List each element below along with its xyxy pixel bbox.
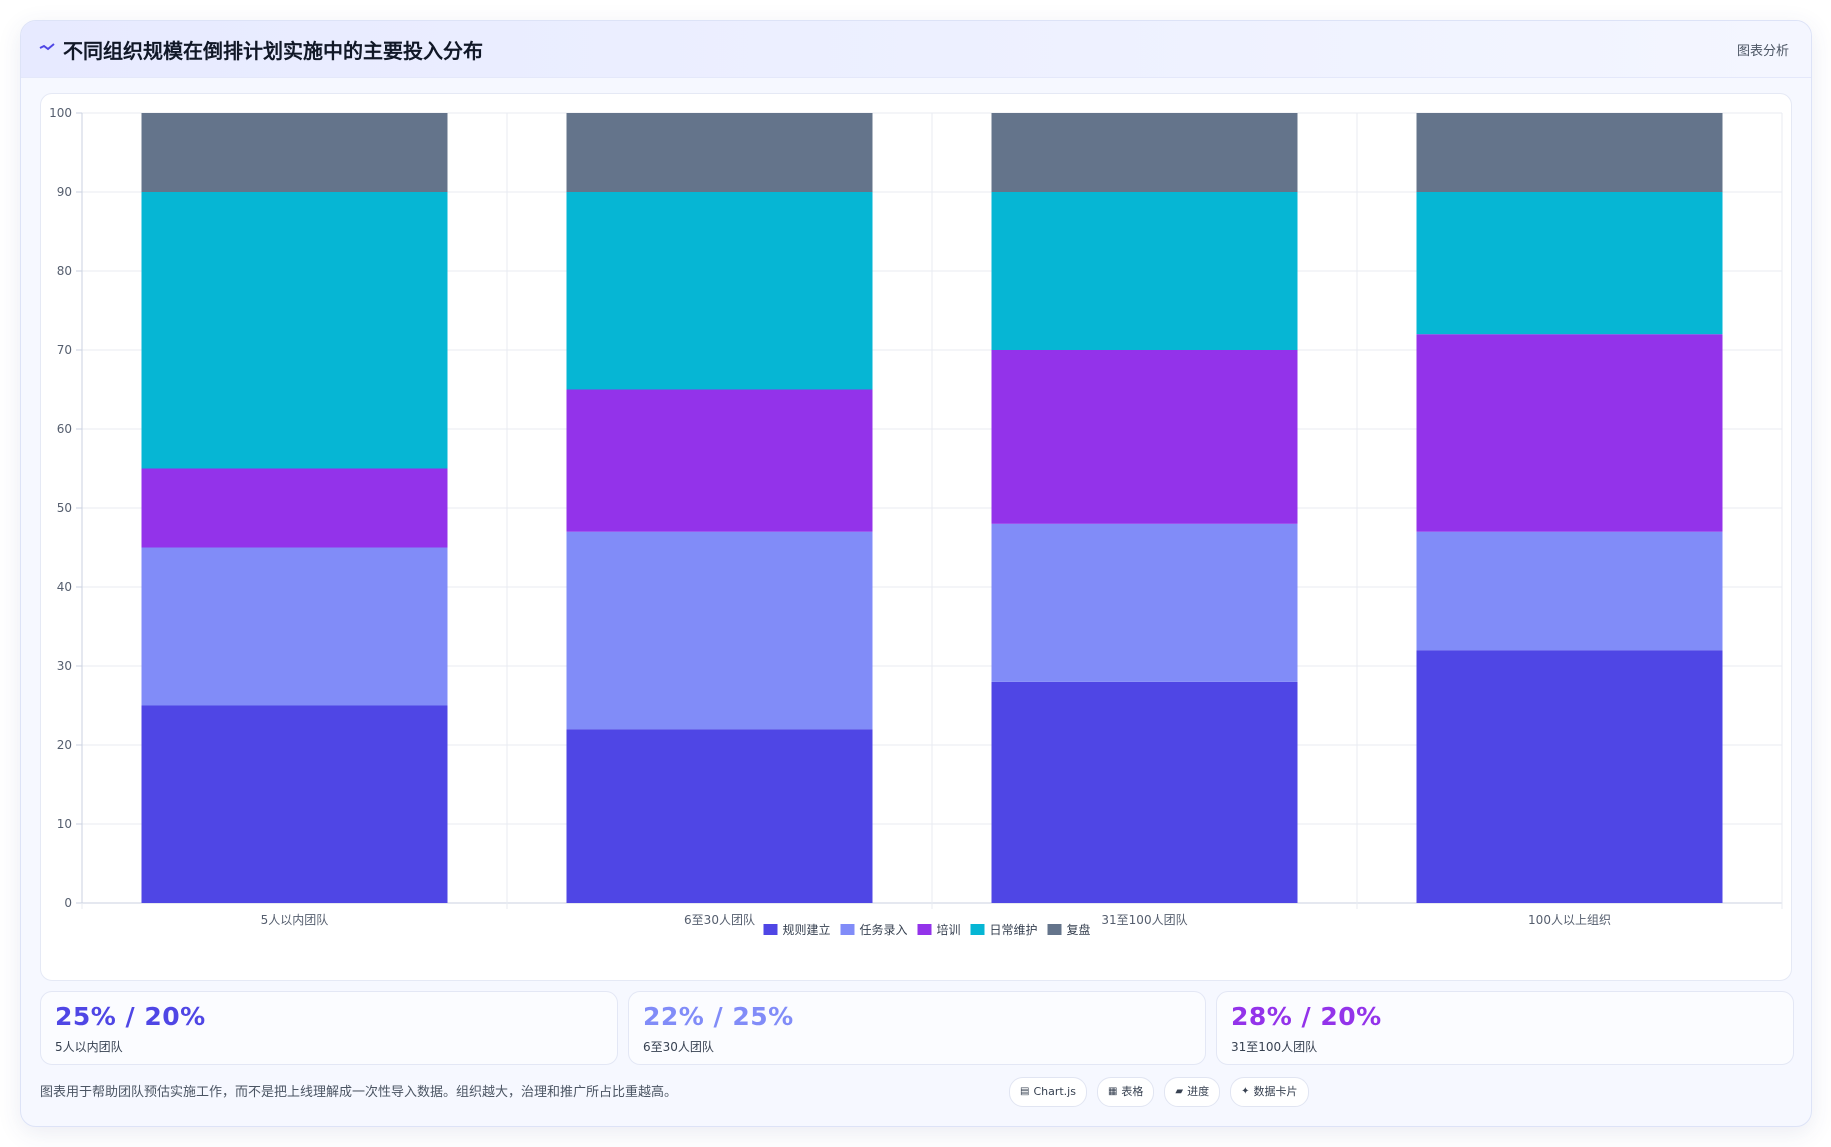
y-tick-label: 0 bbox=[64, 896, 72, 910]
bar-segment bbox=[141, 113, 448, 192]
bar-segment bbox=[566, 389, 873, 532]
y-tick-label: 30 bbox=[57, 659, 72, 673]
chart-line-icon bbox=[39, 39, 55, 55]
bar-segment bbox=[1416, 113, 1723, 192]
bar-segment bbox=[991, 192, 1298, 350]
bar-segment bbox=[1416, 531, 1723, 651]
bar-segment bbox=[1416, 192, 1723, 335]
bar-segment bbox=[1416, 650, 1723, 903]
bar-segment bbox=[991, 350, 1298, 524]
bar-segment bbox=[991, 681, 1298, 903]
legend-label: 日常维护 bbox=[990, 923, 1038, 937]
progress-icon: ▰ bbox=[1175, 1086, 1184, 1097]
bar-segment bbox=[991, 113, 1298, 192]
bar-segment bbox=[566, 531, 873, 730]
stat-value: 25% / 20% bbox=[55, 1002, 206, 1031]
stat-card-2: 22% / 25% 6至30人团队 bbox=[628, 991, 1206, 1065]
chart-card: 不同组织规模在倒排计划实施中的主要投入分布 图表分析 0 10 20 30 40 50 60… bbox=[20, 20, 1812, 1127]
y-tick-label: 70 bbox=[57, 343, 72, 357]
legend-label: 培训 bbox=[937, 922, 961, 937]
x-tick-label: 100人以上组织 bbox=[1528, 913, 1611, 927]
stat-value: 28% / 20% bbox=[1231, 1002, 1382, 1031]
stat-label: 6至30人团队 bbox=[643, 1040, 714, 1054]
tag-label: 进度 bbox=[1187, 1085, 1210, 1098]
x-tick-label: 31至100人团队 bbox=[1101, 912, 1187, 927]
bar-segment bbox=[141, 192, 448, 469]
tag-label: Chart.js bbox=[1033, 1085, 1076, 1098]
stacked-bar-chart: 0 10 20 30 40 50 60 70 80 90 100 5人以内团队 6至30人团队 31至10… bbox=[49, 106, 1783, 937]
stat-label: 5人以内团队 bbox=[55, 1040, 123, 1054]
tag-bar: ▤ Chart.js ▦ 表格 ▰ 进度 ✦ 数据卡片 bbox=[1009, 1077, 1309, 1107]
bar-segment bbox=[1416, 334, 1723, 532]
tag-data-card[interactable]: ✦ 数据卡片 bbox=[1230, 1077, 1309, 1107]
tag-chartjs[interactable]: ▤ Chart.js bbox=[1009, 1077, 1087, 1107]
y-tick-label: 100 bbox=[49, 106, 72, 120]
tag-label: 表格 bbox=[1121, 1085, 1144, 1098]
y-tick-label: 10 bbox=[57, 817, 72, 831]
tag-label: 数据卡片 bbox=[1253, 1085, 1298, 1098]
bar-segment bbox=[991, 523, 1298, 682]
stat-card-3: 28% / 20% 31至100人团队 bbox=[1216, 991, 1794, 1065]
tag-progress[interactable]: ▰ 进度 bbox=[1164, 1077, 1221, 1107]
y-tick-label: 90 bbox=[57, 185, 72, 199]
legend-swatch bbox=[970, 924, 985, 935]
bar-segment bbox=[141, 705, 448, 903]
legend-label: 规则建立 bbox=[783, 922, 831, 937]
legend-swatch bbox=[840, 924, 855, 935]
chart-footnote: 图表用于帮助团队预估实施工作，而不是把上线理解成一次性导入数据。组织越大，治理和… bbox=[40, 1085, 678, 1100]
bar-segment bbox=[566, 729, 873, 903]
y-tick-label: 50 bbox=[57, 501, 72, 515]
bar-segment bbox=[141, 547, 448, 706]
legend-label: 任务录入 bbox=[860, 922, 908, 937]
stat-value: 22% / 25% bbox=[643, 1002, 794, 1031]
x-tick-label: 6至30人团队 bbox=[684, 912, 755, 927]
legend-swatch bbox=[1047, 924, 1062, 935]
legend-swatch bbox=[763, 924, 778, 935]
chart-icon: ▤ bbox=[1020, 1086, 1030, 1097]
y-tick-label: 20 bbox=[57, 738, 72, 752]
stat-label: 31至100人团队 bbox=[1231, 1040, 1318, 1054]
stat-card-1: 25% / 20% 5人以内团队 bbox=[40, 991, 618, 1065]
bar-segment bbox=[141, 468, 448, 548]
legend-swatch bbox=[917, 924, 932, 935]
page-title: 不同组织规模在倒排计划实施中的主要投入分布 bbox=[63, 39, 483, 63]
table-icon: ▦ bbox=[1107, 1086, 1118, 1097]
x-tick-label: 5人以内团队 bbox=[261, 912, 329, 927]
legend-label: 复盘 bbox=[1067, 922, 1091, 937]
y-tick-label: 40 bbox=[57, 580, 72, 594]
sparkle-icon: ✦ bbox=[1241, 1086, 1250, 1097]
bar-segment bbox=[566, 192, 873, 390]
bar-segment bbox=[566, 113, 873, 192]
y-tick-label: 80 bbox=[57, 264, 72, 278]
chart-panel: 0 10 20 30 40 50 60 70 80 90 100 5人以内团队 6至30人团队 31至10… bbox=[40, 93, 1792, 981]
y-tick-label: 60 bbox=[57, 422, 72, 436]
card-header: 不同组织规模在倒排计划实施中的主要投入分布 图表分析 bbox=[21, 21, 1811, 78]
tag-table[interactable]: ▦ 表格 bbox=[1096, 1077, 1155, 1107]
chart-analysis-link[interactable]: 图表分析 bbox=[1736, 44, 1789, 59]
